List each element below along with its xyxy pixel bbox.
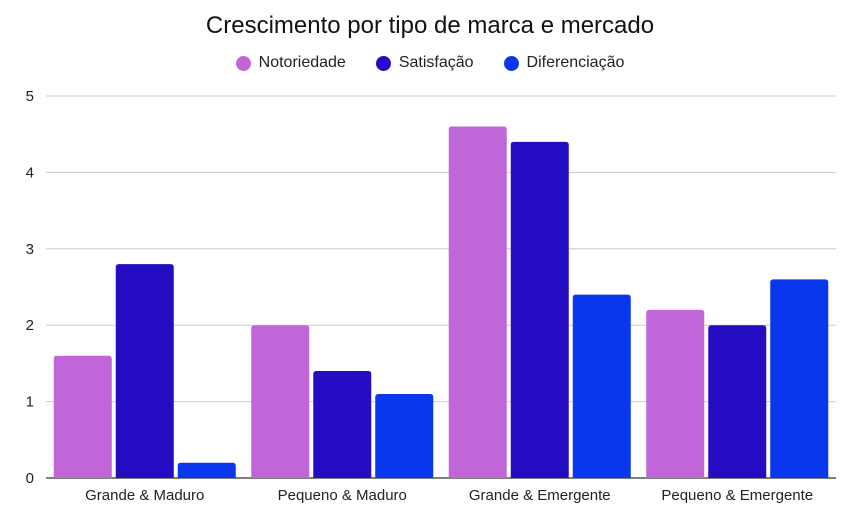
- bar-satisfacao-1: [115, 264, 174, 478]
- y-tick-label: 1: [26, 394, 34, 411]
- chart-title: Crescimento por tipo de marca e mercado: [205, 12, 655, 39]
- bar-notoriedade-4: [646, 309, 705, 478]
- legend: Notoriedade Satisfação Diferenciação: [0, 54, 860, 72]
- gridlines: [46, 95, 836, 479]
- legend-swatch-diferenciacao: [503, 55, 519, 71]
- legend-label-diferenciacao: Diferenciação: [526, 54, 625, 71]
- y-tick-label: 3: [26, 241, 34, 258]
- bar-diferenciacao-1: [177, 462, 236, 478]
- legend-swatch-satisfacao: [375, 55, 391, 71]
- x-category-label: Pequeno & Maduro: [278, 487, 407, 504]
- legend-label-notoriedade: Notoriedade: [258, 54, 346, 71]
- y-tick-label: 4: [26, 164, 34, 181]
- legend-swatch-notoriedade: [235, 55, 251, 71]
- bar-diferenciacao-2: [375, 393, 434, 478]
- bar-diferenciacao-3: [572, 294, 631, 478]
- bar-notoriedade-2: [251, 325, 310, 478]
- y-tick-label: 2: [26, 317, 34, 334]
- bar-satisfacao-2: [313, 371, 372, 478]
- x-category-label: Grande & Emergente: [469, 487, 611, 504]
- legend-item-satisfacao: Satisfação: [375, 54, 474, 72]
- legend-label-satisfacao: Satisfação: [398, 54, 474, 71]
- bar-satisfacao-4: [708, 325, 767, 478]
- bar-notoriedade-1: [53, 355, 112, 478]
- legend-item-notoriedade: Notoriedade: [235, 54, 346, 72]
- y-axis-ticks: 0 1 2 3 4 5: [26, 88, 34, 487]
- bar-diferenciacao-4: [770, 279, 829, 478]
- x-category-label: Pequeno & Emergente: [661, 487, 813, 504]
- bars: [53, 126, 829, 478]
- x-category-label: Grande & Maduro: [85, 487, 204, 504]
- bar-satisfacao-3: [510, 141, 569, 478]
- y-tick-label: 5: [26, 88, 34, 105]
- x-axis-categories: Grande & Maduro Pequeno & Maduro Grande & …: [85, 487, 813, 504]
- legend-item-diferenciacao: Diferenciação: [503, 54, 625, 72]
- y-tick-label: 0: [26, 470, 34, 487]
- bar-notoriedade-3: [448, 126, 507, 478]
